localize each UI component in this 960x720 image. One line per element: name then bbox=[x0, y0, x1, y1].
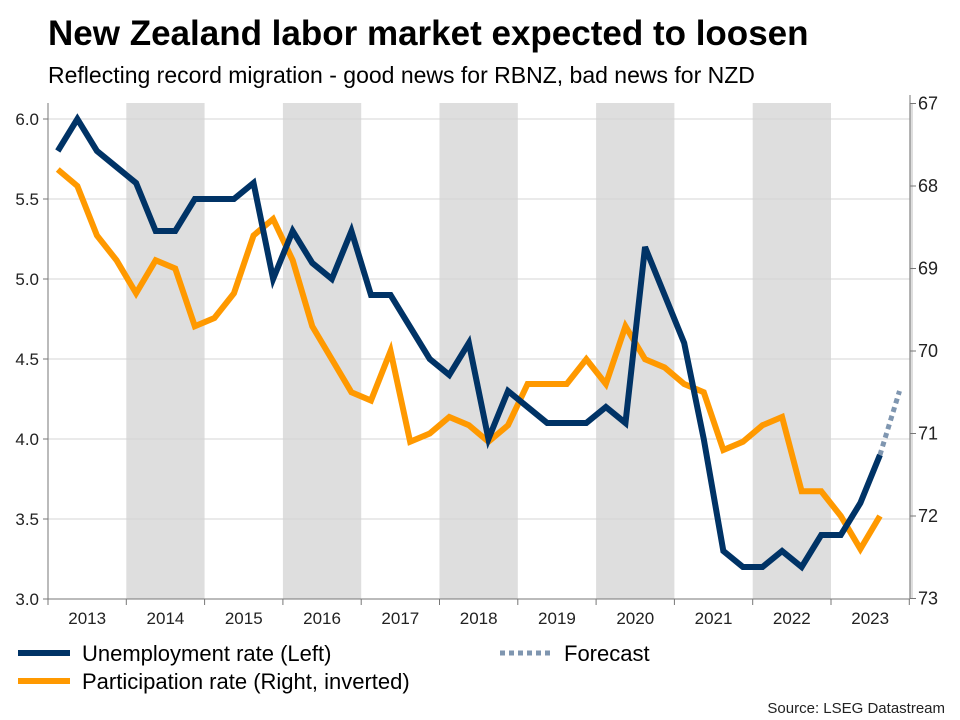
right-tick-label: 67 bbox=[918, 94, 938, 114]
shaded-band-2016 bbox=[282, 103, 362, 599]
left-tick-label: 3.5 bbox=[15, 510, 39, 529]
shaded-band-2022 bbox=[752, 103, 831, 599]
left-tick-label: 5.0 bbox=[15, 270, 39, 289]
shaded-band-2014 bbox=[126, 103, 205, 599]
right-tick-label: 73 bbox=[918, 589, 938, 609]
right-tick-label: 68 bbox=[918, 176, 938, 196]
right-tick-label: 72 bbox=[918, 506, 938, 526]
shaded-band-2018 bbox=[439, 103, 518, 599]
left-tick-label: 5.5 bbox=[15, 190, 39, 209]
x-tick-label: 2020 bbox=[616, 609, 654, 628]
left-tick-label: 4.0 bbox=[15, 430, 39, 449]
x-tick-label: 2016 bbox=[303, 609, 341, 628]
x-tick-label: 2013 bbox=[68, 609, 106, 628]
x-tick-label: 2014 bbox=[147, 609, 185, 628]
left-tick-label: 3.0 bbox=[15, 590, 39, 609]
legend-label-unemployment: Unemployment rate (Left) bbox=[82, 641, 331, 666]
forecast-line bbox=[877, 390, 902, 456]
chart-title: New Zealand labor market expected to loo… bbox=[48, 14, 809, 53]
x-tick-label: 2021 bbox=[695, 609, 733, 628]
x-tick-label: 2023 bbox=[851, 609, 889, 628]
unemployment-rate-line bbox=[55, 113, 883, 572]
source-note: Source: LSEG Datastream bbox=[767, 700, 945, 717]
chart-subtitle: Reflecting record migration - good news … bbox=[48, 62, 755, 88]
x-tick-label: 2022 bbox=[773, 609, 811, 628]
right-tick-label: 70 bbox=[918, 341, 938, 361]
legend-label-participation: Participation rate (Right, inverted) bbox=[82, 669, 410, 694]
participation-rate-line bbox=[55, 167, 883, 555]
x-tick-label: 2018 bbox=[460, 609, 498, 628]
right-tick-label: 69 bbox=[918, 259, 938, 279]
x-tick-label: 2015 bbox=[225, 609, 263, 628]
x-tick-label: 2019 bbox=[538, 609, 576, 628]
left-tick-label: 4.5 bbox=[15, 350, 39, 369]
right-tick-label: 71 bbox=[918, 424, 938, 444]
legend: Unemployment rate (Left) Participation r… bbox=[18, 641, 650, 694]
left-tick-label: 6.0 bbox=[15, 110, 39, 129]
x-tick-label: 2017 bbox=[381, 609, 419, 628]
legend-label-forecast: Forecast bbox=[564, 641, 650, 666]
